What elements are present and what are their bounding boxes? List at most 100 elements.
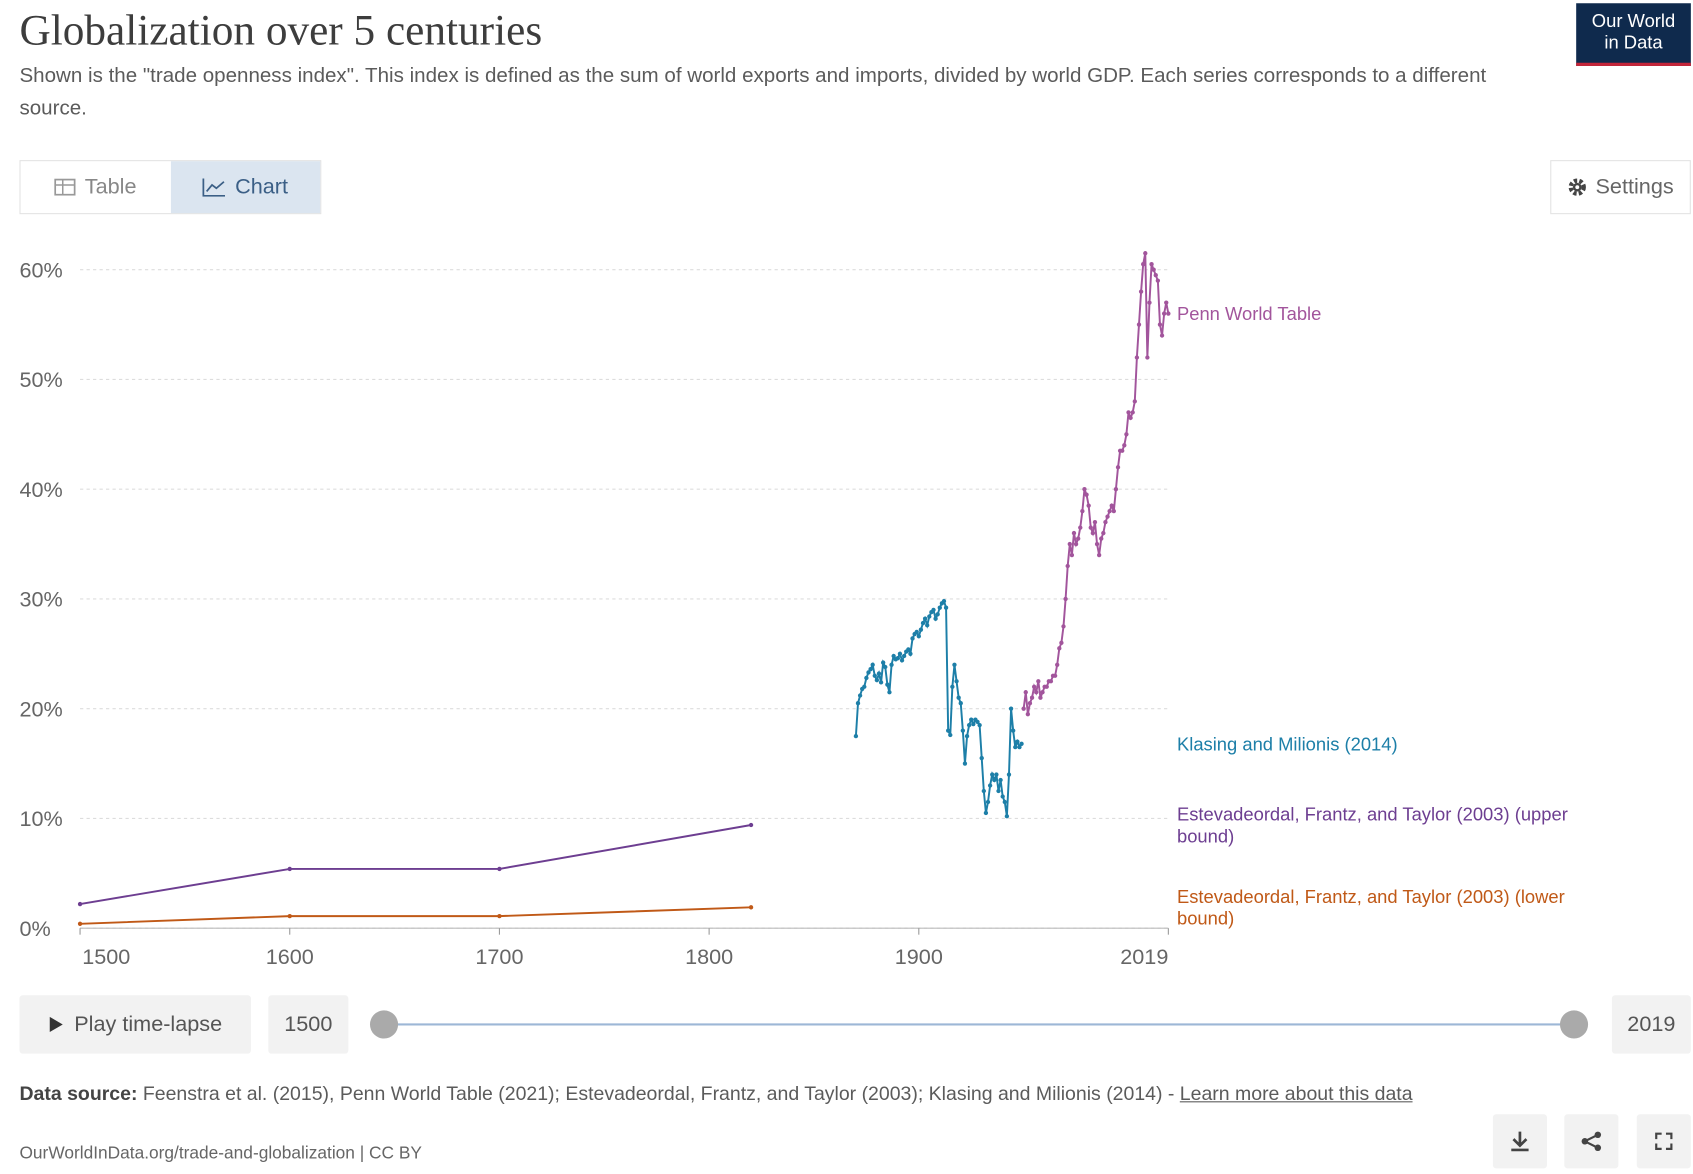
point xyxy=(881,660,886,665)
point xyxy=(1159,333,1165,338)
point xyxy=(1008,706,1014,711)
point xyxy=(857,693,863,698)
settings-button[interactable]: Settings xyxy=(1550,160,1691,215)
fullscreen-button[interactable] xyxy=(1636,1114,1691,1169)
series-label: Klasing and Milionis (2014) xyxy=(1177,733,1398,754)
point xyxy=(1132,399,1137,404)
x-tick-label: 1600 xyxy=(266,944,314,969)
point xyxy=(985,799,991,805)
point xyxy=(1090,530,1096,536)
point xyxy=(1111,508,1116,514)
point xyxy=(908,651,913,656)
point xyxy=(1099,536,1104,541)
point xyxy=(1057,646,1062,651)
point xyxy=(1082,487,1087,492)
y-tick-label: 10% xyxy=(19,806,62,831)
point xyxy=(874,677,880,683)
point xyxy=(1115,465,1121,470)
logo-line: in Data xyxy=(1604,32,1663,54)
download-button[interactable] xyxy=(1492,1114,1547,1169)
y-tick-label: 40% xyxy=(19,477,62,502)
point xyxy=(952,662,957,667)
point xyxy=(943,605,949,610)
settings-label: Settings xyxy=(1595,174,1674,199)
point xyxy=(895,656,901,661)
timeline-handle[interactable] xyxy=(1559,1010,1589,1039)
point xyxy=(866,670,871,675)
table-icon xyxy=(54,178,76,196)
point xyxy=(975,719,980,725)
point xyxy=(1105,514,1110,519)
chart-tab[interactable]: Chart xyxy=(170,161,321,214)
point xyxy=(1017,744,1022,750)
point xyxy=(1019,741,1024,746)
point xyxy=(971,721,976,727)
point xyxy=(1048,679,1054,684)
point xyxy=(1067,541,1072,547)
point xyxy=(287,913,292,919)
point xyxy=(1069,552,1075,558)
point xyxy=(987,783,993,788)
point xyxy=(1138,289,1144,294)
point xyxy=(868,667,873,672)
point xyxy=(1151,267,1156,272)
source-label: Data source: xyxy=(19,1082,138,1105)
point xyxy=(969,717,974,722)
point xyxy=(1025,712,1031,717)
point xyxy=(1128,415,1133,421)
point xyxy=(887,690,892,695)
point xyxy=(1004,814,1010,819)
point xyxy=(878,680,884,685)
point xyxy=(956,695,961,700)
share-button[interactable] xyxy=(1564,1114,1619,1169)
point xyxy=(1027,701,1033,706)
point xyxy=(1153,273,1158,278)
share-icon xyxy=(1581,1131,1602,1152)
point xyxy=(1141,262,1146,267)
point xyxy=(918,627,924,632)
point xyxy=(1145,355,1150,360)
point xyxy=(1006,772,1012,777)
point xyxy=(1147,300,1152,305)
point xyxy=(1143,251,1148,256)
point xyxy=(1094,541,1100,547)
point xyxy=(1031,684,1037,689)
play-button[interactable]: Play time-lapse xyxy=(19,995,251,1054)
point xyxy=(925,623,930,628)
point xyxy=(1088,525,1093,530)
point xyxy=(937,605,942,610)
point xyxy=(1155,278,1161,283)
source: Feenstra et al. (2015), Penn World Table… xyxy=(142,1082,1175,1105)
point xyxy=(990,772,995,777)
point xyxy=(994,772,999,777)
point xyxy=(1134,355,1140,360)
learn-more-link[interactable]: Learn more about this data xyxy=(1179,1082,1413,1105)
point xyxy=(958,701,963,706)
point xyxy=(1136,322,1142,327)
point xyxy=(1055,662,1060,667)
table-tab[interactable]: Table xyxy=(21,161,171,213)
point xyxy=(1130,410,1135,415)
point xyxy=(962,761,968,766)
title: Globalization over 5 centuries xyxy=(19,5,543,55)
point xyxy=(1040,690,1045,695)
url: OurWorldInData.org/trade-and-globalizati… xyxy=(19,1144,422,1163)
x-tick-label: 1500 xyxy=(82,944,130,969)
timeline-handle[interactable] xyxy=(369,1010,399,1039)
footer: Data source: Feenstra et al. (2015), Pen… xyxy=(19,1080,1479,1109)
point xyxy=(983,810,989,816)
point xyxy=(992,777,997,783)
series-label: Estevadeordal, Frantz, and Taylor (2003)… xyxy=(1177,804,1573,847)
point xyxy=(1000,794,1005,799)
point xyxy=(946,728,951,733)
point xyxy=(1029,695,1035,700)
point xyxy=(964,733,970,739)
gear-icon xyxy=(1568,178,1586,196)
logo[interactable]: Our World in Data xyxy=(1576,3,1691,66)
point xyxy=(897,651,903,656)
series-line xyxy=(80,906,752,925)
point xyxy=(1149,262,1154,267)
